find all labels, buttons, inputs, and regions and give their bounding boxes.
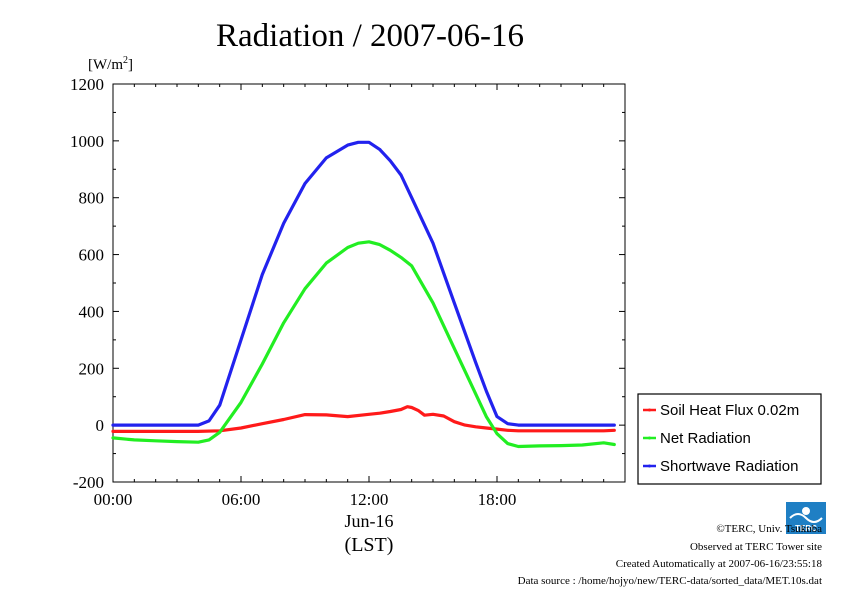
y-tick-label: 200 bbox=[79, 359, 105, 378]
footer-created: Created Automatically at 2007-06-16/23:5… bbox=[616, 558, 823, 570]
y-tick-label: 1000 bbox=[70, 132, 104, 151]
terc-logo-text: TERC bbox=[795, 524, 817, 533]
legend-label: Net Radiation bbox=[660, 430, 751, 447]
x-tick-label: 06:00 bbox=[222, 490, 261, 509]
legend-marker bbox=[648, 408, 651, 412]
x-tick-label: 00:00 bbox=[94, 490, 133, 509]
footer-source: Data source : /home/hojyo/new/TERC-data/… bbox=[518, 575, 822, 587]
y-tick-label: 0 bbox=[96, 416, 105, 435]
legend-marker bbox=[648, 436, 651, 440]
y-tick-label: 400 bbox=[79, 302, 105, 321]
x-axis-date-label: Jun-16 bbox=[345, 511, 394, 531]
terc-logo-wave-icon bbox=[789, 513, 823, 523]
y-axis-label-sup: 2 bbox=[123, 55, 128, 66]
y-tick-label: 600 bbox=[79, 246, 105, 265]
terc-logo-drop-icon bbox=[802, 507, 810, 515]
x-tick-label: 12:00 bbox=[350, 490, 389, 509]
chart-title: Radiation / 2007-06-16 bbox=[216, 18, 524, 54]
footer-observed: Observed at TERC Tower site bbox=[690, 541, 822, 553]
terc-logo: TERC bbox=[786, 502, 826, 534]
footer-copyright: ©TERC, Univ. Tsukuba bbox=[716, 523, 822, 535]
legend-marker bbox=[648, 464, 651, 468]
y-axis-label-close: ] bbox=[128, 57, 133, 73]
y-tick-label: 1200 bbox=[70, 75, 104, 94]
x-tick-label: 18:00 bbox=[478, 490, 517, 509]
legend-box bbox=[637, 393, 822, 485]
y-axis-label: [W/m2] bbox=[88, 55, 133, 73]
series-layer bbox=[111, 140, 616, 449]
y-tick-label: -200 bbox=[73, 473, 104, 492]
legend-label: Shortwave Radiation bbox=[660, 458, 798, 475]
series-line bbox=[111, 405, 616, 433]
ticks-layer: -200 0 200 400 600 800 1000 1200 00:00 06:00 12:00… bbox=[70, 75, 625, 509]
series-line bbox=[111, 240, 616, 449]
x-axis-label: (LST) bbox=[345, 534, 394, 556]
y-axis-label-unit: [W/m bbox=[88, 57, 123, 73]
legend: Soil Heat Flux 0.02m Net Radiation Shortwa… bbox=[643, 402, 799, 475]
series-line bbox=[111, 140, 616, 427]
y-tick-label: 800 bbox=[79, 189, 105, 208]
legend-label: Soil Heat Flux 0.02m bbox=[660, 402, 799, 419]
